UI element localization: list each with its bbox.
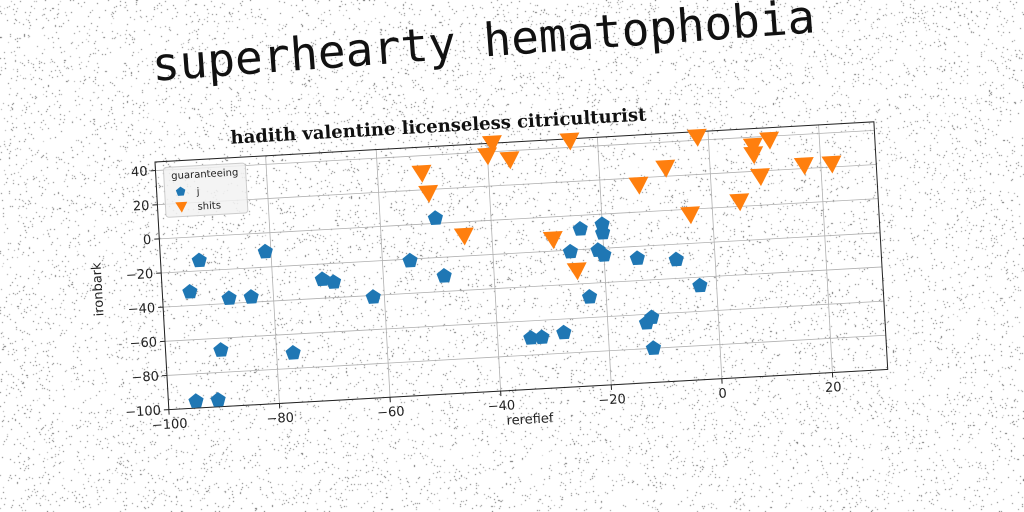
- x-tick-label: 0: [718, 386, 727, 401]
- axis-ticks: −100 −80 −60 −40 −20 0 20 −100 −80 −60 −40 −20 0 20 40: [125, 164, 842, 434]
- legend-marker: [175, 186, 186, 196]
- data-point-triangle-down: [680, 206, 701, 225]
- data-point-triangle-down: [477, 147, 498, 166]
- data-point-pentagon: [644, 309, 660, 325]
- data-point-pentagon: [182, 283, 198, 299]
- legend-title: guaranteeing: [171, 167, 239, 182]
- data-point-pentagon: [285, 344, 301, 360]
- data-point-triangle-down: [559, 132, 580, 151]
- data-point-pentagon: [562, 243, 578, 259]
- data-point-pentagon: [243, 289, 259, 304]
- y-gridline: [163, 266, 883, 308]
- data-point-pentagon: [668, 251, 684, 267]
- data-point-triangle-down: [821, 155, 842, 174]
- data-point-pentagon: [594, 216, 610, 232]
- y-tick-label: −80: [131, 369, 159, 386]
- data-point-pentagon: [213, 342, 229, 357]
- data-point-pentagon: [556, 324, 572, 340]
- data-point-pentagon: [436, 268, 452, 283]
- data-point-triangle-down: [743, 146, 764, 165]
- data-point-pentagon: [325, 274, 342, 289]
- legend-entries: j shits: [175, 186, 221, 213]
- x-tick-label: −100: [151, 417, 188, 434]
- x-gridline: [375, 149, 391, 398]
- data-point-triangle-down: [729, 193, 750, 212]
- data-point-triangle-down: [686, 128, 707, 147]
- data-point-triangle-down: [750, 168, 770, 187]
- data-point-pentagon: [427, 210, 443, 225]
- x-tick-label: −40: [487, 398, 515, 415]
- x-gridline: [265, 155, 280, 404]
- data-point-pentagon: [365, 289, 381, 304]
- data-point-triangle-down: [411, 164, 432, 183]
- data-point-pentagon: [523, 329, 539, 345]
- x-tick-label: −20: [598, 392, 626, 409]
- data-point-pentagon: [188, 393, 204, 408]
- data-point-pentagon: [210, 392, 226, 407]
- y-gridline: [166, 334, 886, 376]
- data-point-triangle-down: [628, 176, 649, 195]
- data-point-triangle-down: [481, 135, 502, 154]
- data-point-triangle-down: [655, 159, 676, 178]
- y-tick-label: 40: [131, 164, 148, 180]
- data-marks: [182, 128, 842, 408]
- legend-label: shits: [197, 200, 221, 212]
- y-gridline: [159, 198, 879, 240]
- x-tick-label: −80: [266, 411, 294, 428]
- data-point-pentagon: [645, 340, 662, 355]
- data-point-pentagon: [257, 243, 273, 259]
- chart-title: hadith valentine licenseless citricultur…: [230, 104, 648, 148]
- legend-marker: [175, 201, 188, 213]
- data-point-triangle-down: [759, 131, 780, 150]
- y-gridline: [161, 232, 881, 274]
- data-point-pentagon: [692, 277, 708, 293]
- data-point-pentagon: [581, 289, 598, 304]
- data-point-pentagon: [596, 247, 612, 262]
- data-point-triangle-down: [453, 227, 474, 246]
- plot-group: −100 −80 −60 −40 −20 0 20 −100 −80 −60 −40 −20 0 20 40…: [90, 104, 889, 434]
- x-gridline: [486, 143, 502, 392]
- x-tick-label: 20: [825, 380, 842, 396]
- data-point-pentagon: [534, 329, 550, 345]
- y-axis-label: ironbark: [90, 262, 108, 317]
- x-axis-label: rerefief: [506, 411, 554, 429]
- data-point-triangle-down: [566, 262, 587, 281]
- data-point-triangle-down: [793, 157, 814, 176]
- y-gridline: [155, 129, 875, 171]
- data-point-triangle-down: [499, 151, 520, 170]
- y-tick-label: −100: [125, 404, 162, 421]
- y-tick-label: 0: [143, 233, 152, 248]
- data-point-pentagon: [572, 221, 588, 236]
- plot-frame: [154, 121, 889, 411]
- data-point-pentagon: [314, 271, 330, 287]
- data-point-triangle-down: [742, 137, 763, 156]
- legend-label: j: [195, 187, 199, 198]
- x-gridline: [707, 131, 723, 379]
- y-tick-label: 20: [133, 199, 150, 215]
- x-gridline: [818, 124, 833, 373]
- legend: guaranteeing j shits: [162, 162, 249, 218]
- data-point-pentagon: [402, 252, 418, 268]
- x-tick-label: −60: [377, 404, 405, 421]
- y-tick-label: −20: [125, 267, 153, 284]
- data-point-pentagon: [629, 250, 645, 266]
- y-gridline: [165, 300, 884, 342]
- data-point-pentagon: [221, 290, 237, 306]
- data-point-triangle-down: [542, 231, 563, 250]
- data-point-triangle-down: [418, 184, 439, 203]
- y-tick-label: −40: [127, 301, 155, 318]
- grid: [154, 124, 888, 411]
- y-tick-label: −60: [129, 335, 157, 352]
- data-point-pentagon: [191, 252, 207, 268]
